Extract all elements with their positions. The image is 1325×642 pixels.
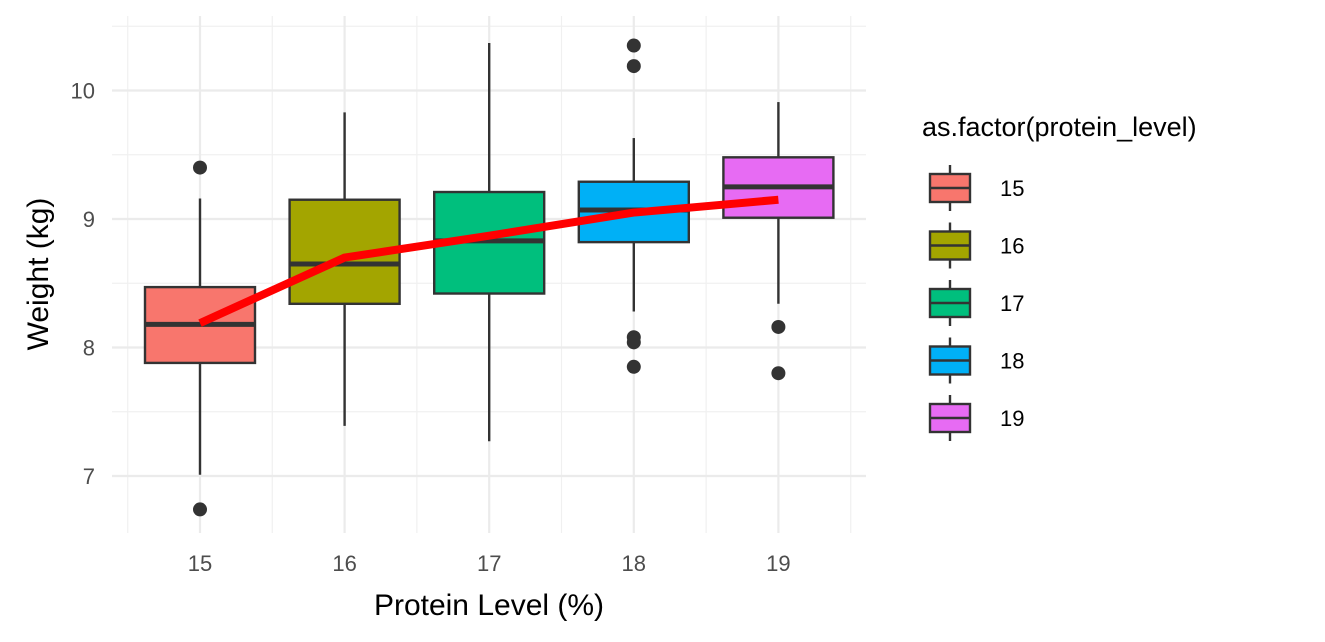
x-tick-label: 17 [477,551,501,576]
outlier-point [771,366,786,381]
legend-label: 18 [1000,349,1024,374]
axes: 7 8 9 10 15 16 17 18 19 [71,79,791,577]
x-tick-label: 15 [188,551,212,576]
legend-item-19: 19 [928,395,1024,441]
outlier-point [193,502,207,517]
outlier-point [193,160,207,175]
legend-label: 15 [1000,176,1024,201]
legend-label: 17 [1000,291,1024,316]
boxes [143,38,835,517]
outlier-point [626,335,641,350]
legend-item-17: 17 [928,280,1024,326]
box-15 [143,160,257,517]
x-axis-title: Protein Level (%) [374,589,604,622]
outlier-point [626,38,641,53]
box-body [288,198,401,306]
outlier-point [626,59,641,74]
y-tick-label: 10 [71,79,95,104]
legend-label: 19 [1000,406,1024,431]
x-tick-label: 16 [332,551,356,576]
legend-title: as.factor(protein_level) [922,112,1197,142]
y-tick-label: 7 [83,464,95,489]
y-tick-label: 9 [83,207,95,232]
legend: as.factor(protein_level) 15 16 17 18 19 [922,112,1197,441]
legend-item-15: 15 [928,165,1024,211]
x-tick-label: 18 [622,551,646,576]
y-axis-title: Weight (kg) [22,198,55,351]
y-tick-label: 8 [83,336,95,361]
mean-line [198,195,779,327]
outlier-point [626,359,641,374]
outlier-point [771,319,786,334]
legend-label: 16 [1000,234,1024,259]
mean-line-layer [198,195,779,327]
box-16 [288,112,401,426]
legend-item-16: 16 [928,222,1024,269]
legend-item-18: 18 [928,337,1024,384]
box-19 [722,102,835,381]
x-tick-label: 19 [766,551,790,576]
